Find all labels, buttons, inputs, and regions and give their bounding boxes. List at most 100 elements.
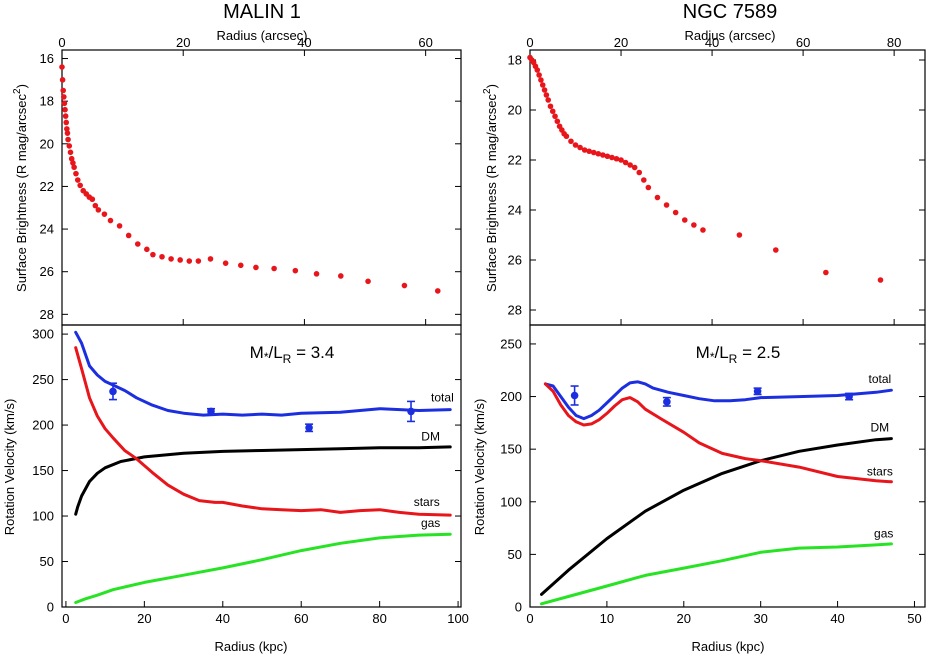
- ngc7589-ml-mid: /L: [714, 343, 728, 362]
- ngc7589-ml-sub2: R: [729, 352, 738, 366]
- ngc7589-sb-point: [554, 118, 561, 125]
- ngc7589-ml-value: = 2.5: [737, 343, 780, 362]
- ngc7589-top-ylabel-close: ): [484, 84, 499, 88]
- malin1-bottom-xtick-label: 100: [447, 611, 469, 626]
- ngc7589-bottom-ylabel: Rotation Velocity (km/s): [472, 399, 487, 536]
- malin1-top-frame: [61, 49, 462, 326]
- ngc7589-sb-point: [549, 108, 556, 115]
- malin1-sb-point: [237, 262, 244, 269]
- malin1-sb-point: [168, 256, 174, 262]
- ngc7589-sb-point: [563, 133, 570, 140]
- malin1-title: MALIN 1: [223, 1, 301, 23]
- ngc7589-ml-sub1: *: [710, 350, 715, 364]
- malin1-bottom-ytick-label: 200: [32, 418, 54, 433]
- ngc7589-gas-label: gas: [874, 527, 893, 541]
- ngc7589-sb-point: [543, 92, 550, 98]
- malin1-bottom-ytick-label: 250: [32, 372, 54, 387]
- malin1-sb-point: [62, 106, 68, 113]
- ngc7589-stars-curve: [543, 382, 893, 484]
- malin1-sb-point: [62, 113, 69, 119]
- malin1-total-label: total: [431, 390, 454, 404]
- malin1-bottom-xtick-label: 60: [294, 611, 308, 626]
- ngc7589-sb-point: [622, 159, 629, 166]
- ngc7589-obs-point: [845, 392, 853, 401]
- malin1-bottom-ytick-label: 150: [32, 463, 54, 478]
- ngc7589-sb-point: [645, 184, 652, 191]
- ngc7589-bottom-ytick-label: 100: [500, 494, 522, 509]
- ngc7589-total-label: total: [869, 372, 892, 386]
- malin1-dm-curve: [74, 445, 452, 516]
- ngc7589-bottom-frame: [529, 324, 926, 608]
- ngc7589-bottom-xlabel: Radius (kpc): [692, 639, 765, 654]
- ngc7589-title: NGC 7589: [683, 1, 778, 23]
- malin1-obs-point: [207, 407, 215, 416]
- ngc7589-sb-point: [545, 97, 552, 103]
- malin1-total-curve: [74, 330, 452, 417]
- ngc7589-top-xtick-label: 0: [526, 35, 533, 50]
- malin1-bottom-xlabel: Radius (kpc): [215, 639, 288, 654]
- malin1-sb-point: [73, 170, 79, 177]
- malin1-sb-point: [67, 149, 74, 156]
- malin1-top-xtick-label: 20: [176, 35, 190, 50]
- malin1-ml-sub2: R: [283, 352, 292, 366]
- ngc7589-obs-point: [570, 391, 579, 400]
- malin1-obs-point: [407, 407, 415, 416]
- ngc7589-sb-point: [547, 103, 554, 110]
- ngc7589-bottom-ytick-label: 150: [500, 442, 522, 457]
- malin1-gas-curve: [74, 532, 452, 604]
- ngc7589-bottom-ytick-label: 250: [500, 336, 522, 351]
- malin1-sb-point: [61, 100, 68, 107]
- ngc7589-top-ytick-label: 24: [508, 203, 522, 218]
- malin1-top-xlabel: Radius (arcsec): [216, 28, 307, 43]
- malin1-sb-point: [313, 271, 320, 277]
- ngc7589-sb-point: [772, 247, 779, 253]
- malin1-top-ytick-label: 18: [40, 94, 54, 109]
- ngc7589-top-xtick-label: 20: [614, 35, 628, 50]
- ngc7589-top-ytick-label: 18: [508, 53, 522, 68]
- ngc7589-sb-point: [538, 77, 544, 83]
- malin1-top-ytick-label: 28: [40, 307, 54, 322]
- ngc7589-top-xtick-label: 40: [705, 35, 719, 50]
- malin1-top-ytick-label: 16: [40, 51, 54, 66]
- malin1-sb-point: [59, 64, 65, 70]
- ngc7589-obs-point: [753, 387, 762, 396]
- malin1-dm-label: DM: [421, 430, 440, 444]
- malin1-sb-point: [434, 288, 441, 294]
- malin1-bottom-frame: [61, 324, 462, 608]
- malin1-ml-sub1: *: [264, 350, 269, 364]
- malin1-top-xtick-label: 40: [297, 35, 311, 50]
- ngc7589-figure: NGC 7589 Radius (arcsec) Surface Brightn…: [472, 1, 926, 654]
- malin1-gas-label: gas: [421, 516, 440, 530]
- ngc7589-sb-point: [539, 82, 546, 88]
- malin1-obs-point: [109, 387, 117, 396]
- malin1-bottom-ylabel: Rotation Velocity (km/s): [2, 399, 17, 536]
- malin1-top-ytick-label: 22: [40, 179, 54, 194]
- ngc7589-bottom-xtick-label: 0: [526, 611, 533, 626]
- malin1-sb-point: [63, 119, 70, 126]
- malin1-sb-point: [253, 264, 259, 271]
- ngc7589-top-xtick-label: 60: [796, 35, 810, 50]
- ngc7589-sb-point: [609, 154, 615, 161]
- malin1-top-ylabel-main: Surface Brightness (R mag/arcsec: [14, 93, 29, 291]
- malin1-ml-m: M: [250, 343, 264, 362]
- ngc7589-sb-point: [586, 148, 592, 155]
- ngc7589-dm-label: DM: [871, 420, 890, 434]
- malin1-top-ytick-label: 20: [40, 136, 54, 151]
- malin1-sb-point: [74, 177, 81, 183]
- ngc7589-sb-point: [681, 217, 688, 223]
- malin1-figure: MALIN 1 Radius (arcsec) Surface Brightne…: [2, 1, 469, 654]
- ngc7589-sb-point: [581, 147, 588, 153]
- malin1-sb-point: [401, 282, 408, 289]
- ngc7589-sb-point: [823, 269, 829, 276]
- malin1-top-ylabel-sup: 2: [12, 88, 23, 94]
- malin1-top-ytick-label: 26: [40, 264, 54, 279]
- malin1-ml-mid: /L: [268, 343, 282, 362]
- malin1-bottom-ytick-label: 300: [32, 327, 54, 342]
- malin1-sb-point: [92, 202, 99, 209]
- ngc7589-bottom-ytick-label: 50: [508, 547, 522, 562]
- malin1-sb-point: [144, 246, 150, 253]
- malin1-sb-point: [65, 136, 71, 143]
- ngc7589-dm-curve: [540, 437, 893, 596]
- malin1-sb-point: [89, 196, 96, 203]
